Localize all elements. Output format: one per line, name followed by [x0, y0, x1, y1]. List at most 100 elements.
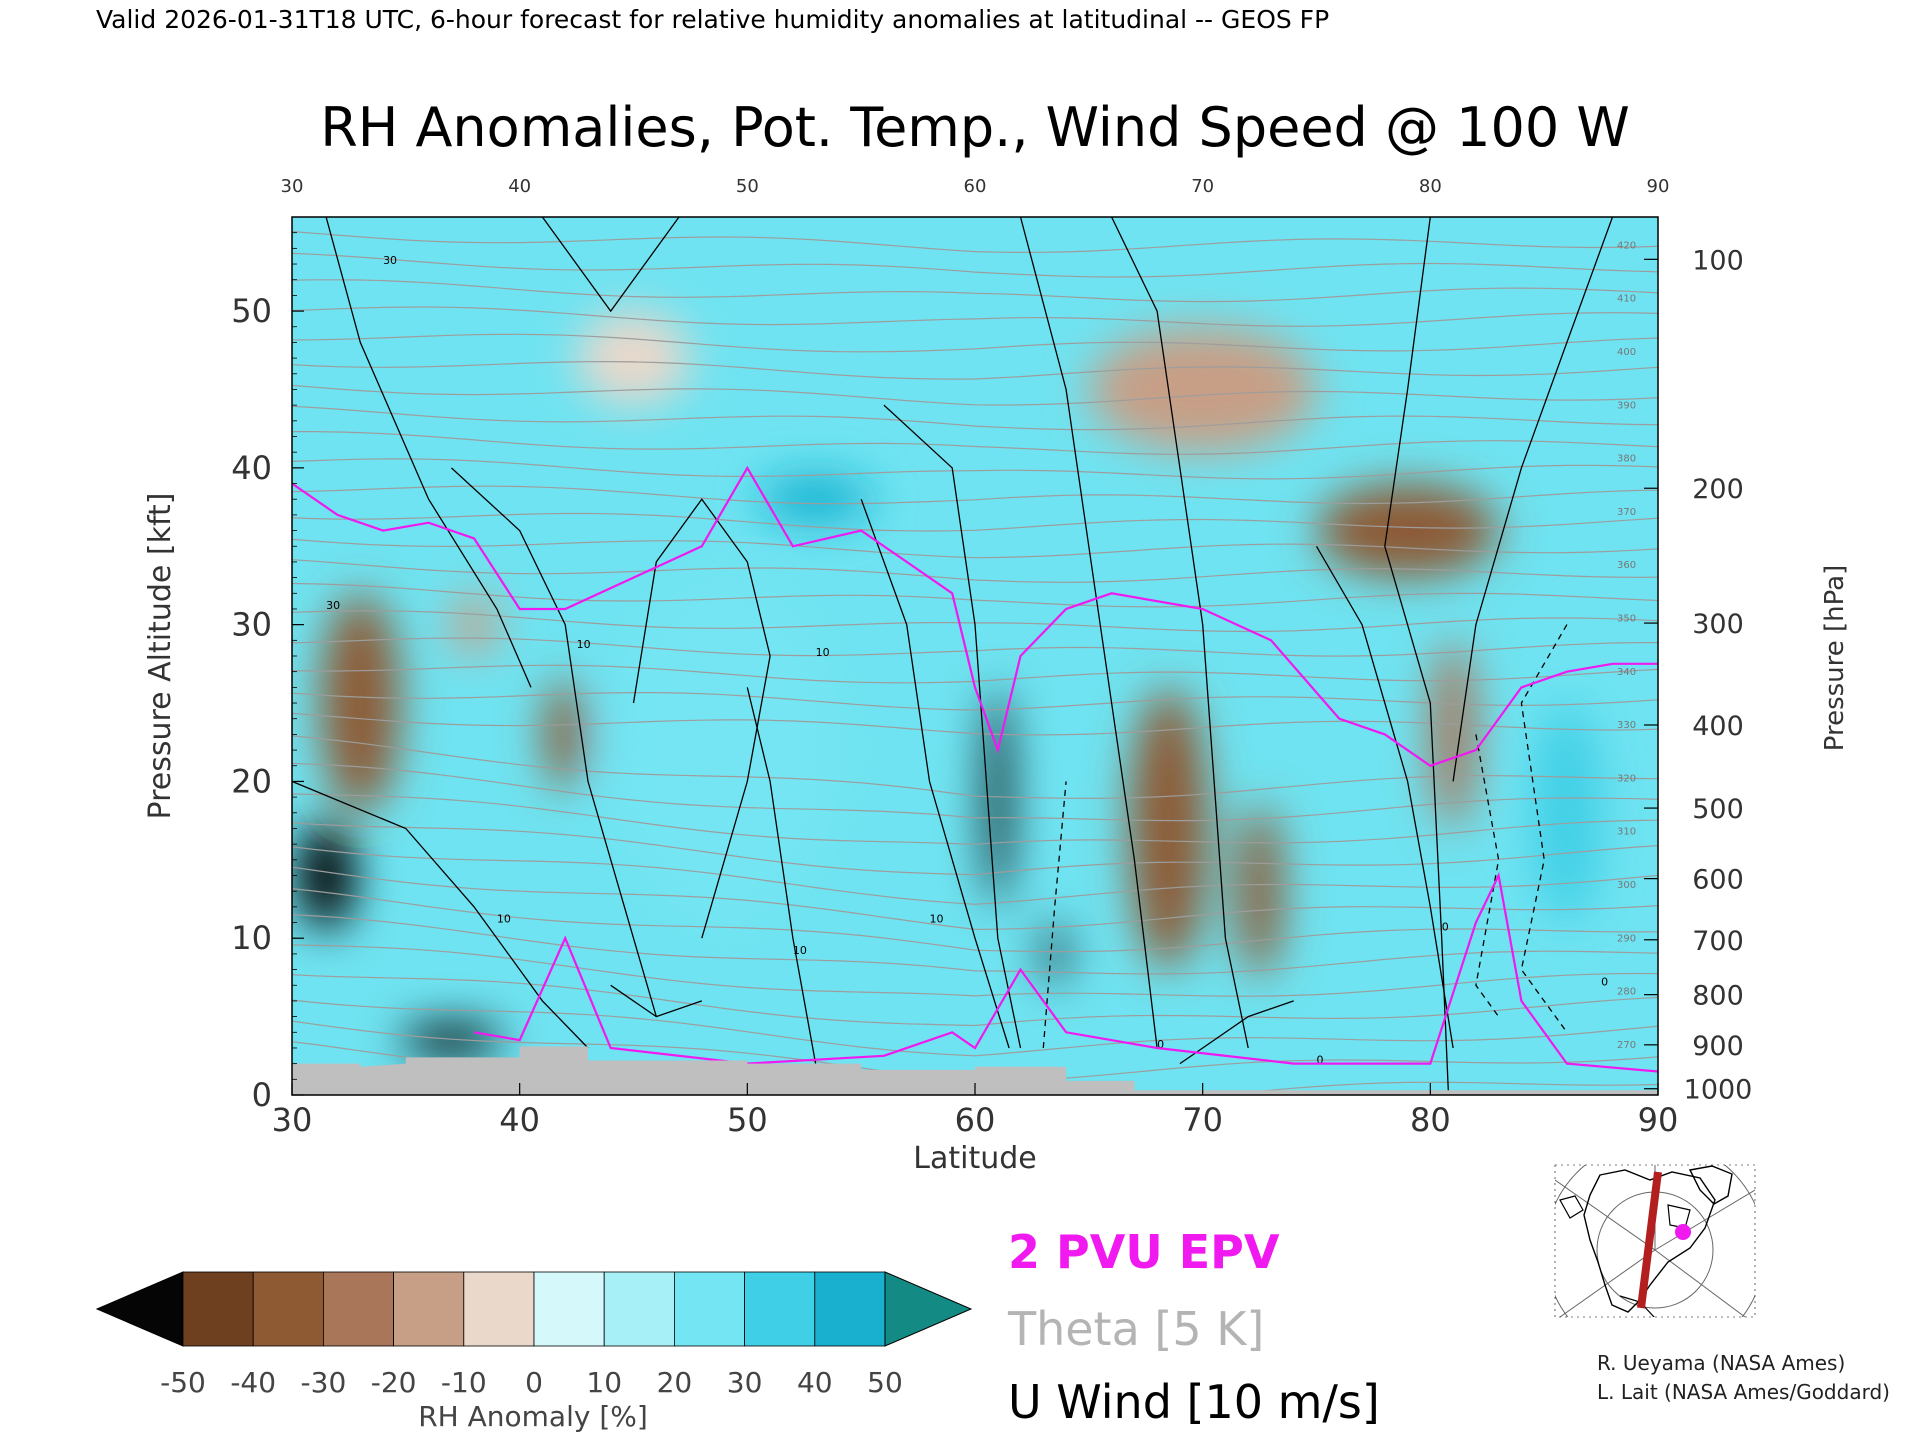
u-wind-label: 0: [1442, 920, 1449, 933]
colorbar-cell: [182, 1271, 254, 1347]
theta-contour: [292, 360, 1658, 380]
theta-contour: [292, 914, 1658, 975]
theta-contour-label: 320: [1617, 773, 1636, 784]
colorbar-tick-label: 10: [586, 1366, 622, 1399]
rh-anomaly-region-11: [1316, 483, 1499, 578]
y-axis-right-label: Pressure [hPa]: [1820, 565, 1850, 752]
credit-line-2: L. Lait (NASA Ames/Goddard): [1597, 1380, 1890, 1404]
pressure-tick-label: 900: [1692, 1031, 1744, 1062]
pressure-tick-label: 400: [1692, 711, 1744, 742]
colorbar-high-triangle: [884, 1271, 973, 1347]
u-wind-label: 10: [929, 913, 943, 926]
rh-anomaly-region-15: [576, 311, 691, 406]
theta-contour: [292, 431, 1658, 455]
left-axis-ticks: 0 10 20 30 40 50: [231, 216, 304, 1114]
inset-map: [1554, 1164, 1756, 1318]
x-top-tick-label: 80: [1419, 176, 1442, 197]
colorbar-cells: [182, 1271, 886, 1347]
y-tick-label: 20: [231, 762, 272, 800]
pressure-tick-label: 500: [1692, 794, 1744, 825]
u-wind-label: 10: [793, 944, 807, 957]
colorbar-tick-label: -50: [160, 1366, 206, 1399]
x-tick-label: 90: [1638, 1101, 1679, 1139]
rh-anomaly-region-10: [1236, 804, 1283, 978]
pressure-tick-label: 800: [1692, 981, 1744, 1012]
x-tick-label: 50: [727, 1101, 768, 1139]
colorbar-cell: [603, 1271, 675, 1347]
u-wind-label: 30: [383, 254, 397, 267]
x-tick-label: 80: [1410, 1101, 1451, 1139]
theta-contour: [292, 637, 1658, 657]
theta-contour: [292, 512, 1658, 532]
u-wind-contour-13: [610, 984, 703, 1018]
y-tick-label: 10: [231, 919, 272, 957]
epv-2pvu-contour: [292, 465, 1658, 1073]
colorbar-tick-label: 40: [797, 1366, 833, 1399]
theta-contour: [292, 664, 1658, 684]
theta-contour: [292, 230, 1658, 254]
pressure-tick-label: 200: [1692, 474, 1744, 505]
theta-contour: [292, 999, 1658, 1057]
colorbar-cell: [674, 1271, 746, 1347]
legend-entry-u-wind: U Wind [10 m/s]: [1008, 1375, 1380, 1429]
terrain-mask: [292, 1046, 1658, 1095]
u-wind-contour-12: [292, 780, 589, 1049]
theta-contour-label: 400: [1617, 347, 1636, 358]
u-wind-label: 0: [1601, 975, 1608, 988]
u-wind-contour-3: [632, 498, 771, 939]
u-wind-negative-contour-0: [1520, 624, 1568, 1033]
theta-contour-label: 300: [1617, 880, 1636, 891]
theta-contour: [292, 793, 1658, 845]
colorbar-tick-labels: -50 -40 -30 -20 -10 0 10 20 30 40 50: [160, 1366, 903, 1399]
x-axis-label: Latitude: [913, 1141, 1036, 1176]
colorbar-tick-label: -40: [230, 1366, 276, 1399]
u-wind-negative-contour-1: [1475, 734, 1500, 1017]
pressure-tick-label: 100: [1692, 245, 1744, 276]
section-track-line: [1637, 1171, 1662, 1309]
plot-area: 2702802903003103203303403503603703803904…: [231, 176, 1752, 1139]
rh-anomaly-region-9: [1128, 687, 1209, 970]
theta-contour: [292, 822, 1658, 876]
rh-anomaly-region-3: [544, 679, 586, 790]
theta-contour-label: 270: [1617, 1040, 1636, 1051]
x-top-tick-label: 30: [281, 176, 304, 197]
theta-contour: [292, 538, 1658, 559]
u-wind-contour-14: [1179, 1000, 1294, 1065]
pressure-tick-label: 300: [1692, 609, 1744, 640]
x-tick-label: 70: [1182, 1101, 1223, 1139]
colorbar-cell: [463, 1271, 535, 1347]
credit-line-1: R. Ueyama (NASA Ames): [1597, 1351, 1845, 1375]
theta-contour-label: 410: [1617, 294, 1636, 305]
u-wind-contour-10: [1384, 217, 1450, 1095]
theta-contour: [292, 762, 1658, 822]
colorbar-cell: [533, 1271, 605, 1347]
u-wind-contour-9: [1315, 545, 1454, 1049]
colorbar-cell: [393, 1271, 465, 1347]
u-wind-contour-5: [860, 498, 1010, 1049]
u-wind-contour-8: [1111, 217, 1249, 1049]
theta-contour: [292, 559, 1658, 583]
colorbar-tick-label: 50: [867, 1366, 903, 1399]
rh-anomaly-region-1: [297, 820, 355, 931]
x-tick-label: 30: [272, 1101, 313, 1139]
colorbar-tick-label: -20: [371, 1366, 417, 1399]
pressure-tick-label: 600: [1692, 865, 1744, 896]
theta-contour-label: 280: [1617, 987, 1636, 998]
theta-contour-label: 370: [1617, 507, 1636, 518]
theta-contour: [292, 944, 1658, 997]
theta-contour-label: 290: [1617, 933, 1636, 944]
legend: 2 PVU EPV Theta [5 K] U Wind [10 m/s]: [1007, 1225, 1380, 1429]
epv-2pvu-lower-line: [473, 871, 1658, 1073]
x-tick-label: 40: [499, 1101, 540, 1139]
rh-anomaly-region-4: [451, 593, 497, 657]
theta-contour: [292, 846, 1658, 905]
theta-contour: [292, 974, 1658, 1027]
pressure-tick-label: 1000: [1684, 1075, 1753, 1106]
rh-anomaly-region-12: [1430, 640, 1476, 829]
epv-2pvu-line: [292, 465, 1658, 768]
colorbar-cell: [252, 1271, 324, 1347]
theta-contour: [292, 485, 1658, 505]
x-top-tick-label: 60: [964, 176, 987, 197]
theta-contour: [292, 333, 1658, 353]
